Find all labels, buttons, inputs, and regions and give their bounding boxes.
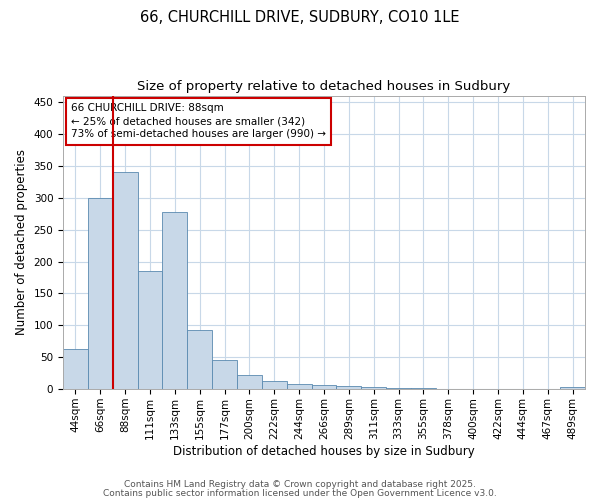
Bar	[88, 198, 113, 389]
Bar	[187, 330, 212, 389]
Text: Contains public sector information licensed under the Open Government Licence v3: Contains public sector information licen…	[103, 488, 497, 498]
Bar	[361, 386, 386, 389]
X-axis label: Distribution of detached houses by size in Sudbury: Distribution of detached houses by size …	[173, 444, 475, 458]
Bar	[137, 271, 163, 389]
Bar	[237, 375, 262, 389]
Bar	[63, 349, 88, 389]
Bar	[337, 386, 361, 389]
Bar	[113, 172, 137, 389]
Bar	[163, 212, 187, 389]
Bar	[511, 388, 535, 389]
Text: Contains HM Land Registry data © Crown copyright and database right 2025.: Contains HM Land Registry data © Crown c…	[124, 480, 476, 489]
Bar	[311, 386, 337, 389]
Bar	[386, 388, 411, 389]
Text: 66 CHURCHILL DRIVE: 88sqm
← 25% of detached houses are smaller (342)
73% of semi: 66 CHURCHILL DRIVE: 88sqm ← 25% of detac…	[71, 103, 326, 140]
Bar	[560, 388, 585, 389]
Title: Size of property relative to detached houses in Sudbury: Size of property relative to detached ho…	[137, 80, 511, 93]
Bar	[287, 384, 311, 389]
Y-axis label: Number of detached properties: Number of detached properties	[15, 150, 28, 336]
Bar	[436, 388, 461, 389]
Bar	[411, 388, 436, 389]
Bar	[461, 388, 485, 389]
Bar	[262, 381, 287, 389]
Text: 66, CHURCHILL DRIVE, SUDBURY, CO10 1LE: 66, CHURCHILL DRIVE, SUDBURY, CO10 1LE	[140, 10, 460, 25]
Bar	[212, 360, 237, 389]
